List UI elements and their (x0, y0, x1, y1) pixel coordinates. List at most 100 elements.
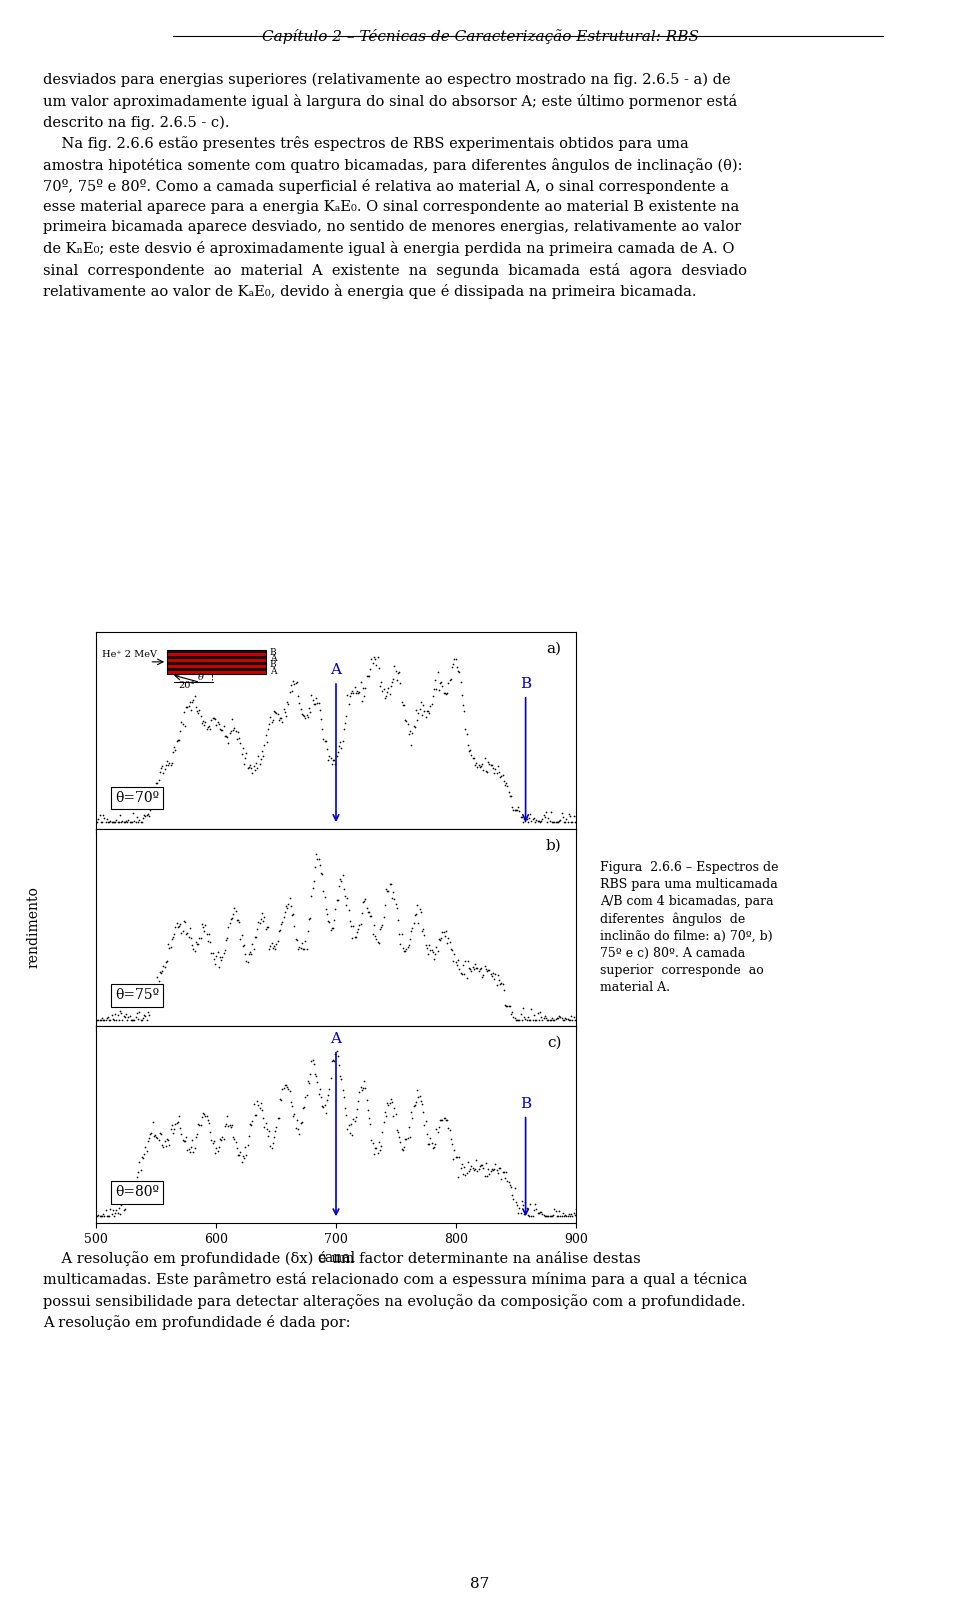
Point (512, 1196, 527, 1221)
Point (502, 782, 517, 808)
Point (127, 1008, 142, 1034)
Point (300, 705, 316, 731)
Point (152, 760, 167, 786)
Point (432, 671, 447, 697)
Point (187, 1136, 203, 1162)
Point (548, 1199, 564, 1225)
Point (197, 919, 212, 944)
Point (325, 915, 341, 941)
Point (92, 1008, 108, 1034)
Point (477, 1163, 492, 1189)
Point (199, 1103, 214, 1129)
Point (435, 919, 450, 944)
Point (501, 1168, 516, 1194)
Point (359, 894, 374, 920)
Point (427, 941, 443, 967)
Point (439, 680, 454, 706)
Point (347, 1108, 362, 1134)
Point (378, 876, 394, 902)
Point (339, 1102, 354, 1128)
Point (91, 1202, 107, 1228)
Point (160, 1128, 176, 1153)
Point (144, 792, 159, 818)
Point (536, 802, 551, 828)
Point (216, 940, 231, 966)
Point (544, 1004, 560, 1030)
Point (93, 1008, 108, 1034)
Point (288, 927, 303, 953)
Point (171, 1103, 186, 1129)
Point (107, 1008, 122, 1034)
Point (108, 1006, 124, 1032)
Point (392, 1124, 407, 1150)
Point (222, 910, 237, 936)
Point (360, 899, 375, 925)
Point (356, 1068, 372, 1094)
Point (159, 948, 175, 974)
Point (425, 940, 441, 966)
Point (503, 782, 518, 808)
Point (396, 1137, 411, 1163)
Point (168, 914, 183, 940)
Point (405, 1105, 420, 1131)
Point (336, 716, 351, 742)
Point (406, 910, 421, 936)
Point (253, 1090, 269, 1116)
Point (184, 1128, 200, 1153)
Point (500, 773, 516, 799)
Point (160, 931, 176, 957)
Point (223, 718, 238, 744)
Point (421, 931, 437, 957)
Point (299, 701, 314, 727)
Point (130, 1001, 145, 1027)
Point (431, 927, 446, 953)
Point (203, 716, 218, 742)
Point (363, 902, 378, 928)
Point (198, 912, 213, 938)
Point (396, 1134, 412, 1160)
Point (204, 1128, 219, 1153)
Point (410, 1077, 425, 1103)
Point (379, 878, 395, 904)
Point (515, 1189, 530, 1215)
Point (519, 1008, 535, 1034)
Point (516, 1004, 532, 1030)
Point (112, 802, 128, 828)
Point (536, 1202, 551, 1228)
Point (567, 1202, 583, 1228)
Point (394, 688, 409, 714)
Point (296, 936, 311, 962)
Point (318, 729, 333, 755)
Point (434, 1106, 449, 1132)
Point (289, 669, 304, 695)
Point (482, 1162, 497, 1187)
Point (495, 970, 511, 996)
Point (99, 1202, 114, 1228)
Point (180, 693, 196, 719)
Point (530, 1200, 545, 1226)
Point (508, 1189, 523, 1215)
Point (98, 808, 113, 834)
Point (555, 1200, 570, 1226)
Point (110, 1200, 126, 1226)
Point (371, 930, 386, 956)
Point (316, 878, 331, 904)
Point (439, 919, 454, 944)
Point (568, 1197, 584, 1223)
Point (282, 885, 298, 910)
Point (371, 656, 386, 682)
Point (451, 956, 467, 982)
Point (448, 1144, 464, 1170)
Point (293, 1110, 308, 1136)
Point (281, 692, 297, 718)
Point (193, 925, 208, 951)
Point (387, 1095, 402, 1121)
Point (408, 901, 423, 927)
Point (118, 1186, 133, 1212)
Point (250, 1089, 265, 1115)
Point (519, 1196, 535, 1221)
Point (134, 808, 150, 834)
Point (377, 893, 393, 919)
Point (526, 1197, 541, 1223)
Point (384, 669, 399, 695)
